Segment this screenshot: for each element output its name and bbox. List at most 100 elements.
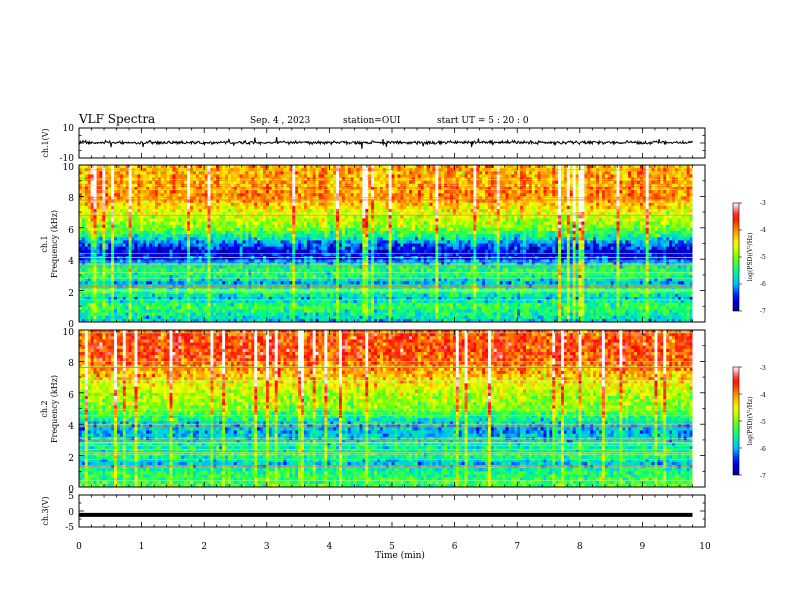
ch1-spectrogram-cell	[303, 249, 308, 254]
ch1-spectrogram-cell	[239, 274, 243, 279]
ch1-spectrogram-cell	[222, 196, 226, 200]
ch1-spectrogram-cell	[295, 246, 299, 251]
ch1-spectrogram-cell	[207, 271, 211, 276]
ch1-spectrogram-cell	[327, 230, 331, 235]
ch1-spectrogram-cell	[233, 186, 238, 191]
ch1-spectrogram-cell	[277, 186, 281, 191]
ch1-spectrogram-cell	[149, 274, 153, 279]
ch1-spectrogram-cell	[152, 227, 156, 232]
ch1-spectrogram-cell	[102, 234, 106, 238]
ch1-spectrogram-cell	[306, 193, 311, 197]
ch1-spectrogram-cell	[96, 193, 100, 197]
ch1-spectrogram-cell	[312, 315, 316, 320]
ch1-spectrogram-cell	[309, 318, 314, 323]
ch1-spectrogram-cell	[207, 224, 211, 229]
ch1-spectrogram-cell	[111, 186, 115, 191]
ch1-spectrogram-cell	[219, 256, 223, 260]
ch1-spectrogram-cell	[213, 300, 217, 304]
ch1-spectrogram-cell	[219, 246, 223, 251]
ch1-spectrogram-cell	[128, 240, 132, 244]
ch1-spectrogram-cell	[166, 186, 170, 191]
ch1-spectrogram-cell	[341, 215, 346, 219]
ch1-spectrogram-cell	[190, 309, 194, 313]
ch1-spectrogram-cell	[108, 180, 112, 185]
ch1-spectrogram-cell	[236, 303, 241, 307]
ch1-spectrogram-cell	[87, 293, 92, 298]
ch1-spectrogram-cell	[347, 271, 352, 276]
ch1-spectrogram-cell	[131, 193, 135, 197]
ch1-spectrogram-cell	[79, 306, 83, 310]
ch1-spectrogram-cell	[298, 278, 302, 282]
ch1-spectrogram-cell	[315, 252, 319, 257]
ch1-spectrogram-cell	[315, 193, 319, 197]
ch1-spectrogram-cell	[251, 306, 255, 310]
ch1-spectrogram-cell	[146, 234, 150, 238]
ch1-spectrogram-cell	[134, 296, 138, 301]
ch1-spectrogram-cell	[210, 246, 214, 251]
ch1-spectrogram-cell	[359, 318, 363, 323]
ch1-spectrogram-cell	[154, 290, 159, 295]
ch1-spectrogram-cell	[321, 278, 325, 282]
ch1-spectrogram-cell	[102, 205, 106, 210]
ch1-spectrogram-cell	[210, 290, 214, 295]
ch1-spectrogram-cell	[184, 243, 188, 247]
ch1-spectrogram-cell	[306, 205, 311, 210]
ch1-spectrogram-cell	[225, 199, 229, 204]
ch1-spectrogram-cell	[245, 293, 249, 298]
ch1-spectrogram-cell	[160, 296, 165, 301]
ch1-spectrogram-cell	[315, 177, 319, 182]
ch1-spectrogram-cell	[190, 246, 194, 251]
ch1-spectrogram-cell	[172, 290, 176, 295]
ch1-spectrogram-cell	[359, 246, 363, 251]
ch1-spectrogram-cell	[166, 246, 170, 251]
ch1-spectrogram-cell	[125, 180, 130, 185]
ch1-spectrogram-cell	[137, 274, 141, 279]
ch1-spectrogram-cell	[134, 174, 138, 178]
ch1-spectrogram-cell	[327, 315, 331, 320]
ch1-spectrogram-cell	[195, 309, 200, 313]
ch1-spectrogram-cell	[301, 227, 305, 232]
ch1-spectrogram-cell	[125, 281, 130, 285]
ch1-spectrogram-cell	[245, 208, 249, 213]
ch1-spectrogram-cell	[204, 186, 208, 191]
ch1-spectrogram-cell	[175, 193, 179, 197]
ch1-spectrogram-cell	[143, 290, 147, 295]
ch1-spectrogram-cell	[192, 293, 197, 298]
ch1-spectrogram-cell	[201, 281, 205, 285]
ch1-spectrogram-cell	[204, 180, 208, 185]
ch1-spectrogram-cell	[339, 174, 343, 178]
ch1-spectrogram-cell	[309, 240, 314, 244]
ch1-spectrogram-cell	[108, 312, 112, 317]
ch1-spectrogram-cell	[263, 246, 267, 251]
ch1-spectrogram-cell	[105, 202, 109, 207]
ch1-spectrogram-cell	[125, 224, 130, 229]
ch1-spectrogram-cell	[309, 274, 314, 279]
ch1-spectrogram-cell	[327, 252, 331, 257]
ch1-spectrogram-cell	[257, 303, 261, 307]
ch1-spectrogram-cell	[122, 315, 127, 320]
ch1-spectrogram-cell	[201, 202, 205, 207]
ch1-spectrogram-cell	[274, 274, 278, 279]
ch1-spectrogram-cell	[84, 293, 89, 298]
ch1-spectrogram-cell	[347, 278, 352, 282]
ch1-spectrogram-cell	[175, 315, 179, 320]
ch1-spectrogram-cell	[90, 199, 94, 204]
ch1-spectrogram-cell	[140, 240, 144, 244]
ch1-spectrogram-cell	[166, 256, 170, 260]
ch1-spectrogram-cell	[105, 183, 109, 188]
ch1-spectrogram-cell	[96, 224, 100, 229]
ch1-spectrogram-cell	[181, 318, 185, 323]
ch1-spectrogram-cell	[233, 300, 238, 304]
ch1-spectrogram-cell	[146, 296, 150, 301]
ch1-spectrogram-cell	[251, 208, 255, 213]
ch1-spectrogram-cell	[99, 205, 103, 210]
ch1-spectrogram-cell	[149, 256, 153, 260]
ch1-spectrogram-cell	[149, 224, 153, 229]
ch1-spectrogram-cell	[356, 306, 360, 310]
ch1-spectrogram-cell	[216, 177, 220, 182]
ch1-spectrogram-cell	[116, 218, 121, 222]
ch1-spectrogram-cell	[292, 218, 296, 222]
ch1-spectrogram-cell	[353, 268, 357, 273]
ch1-spectrogram-cell	[119, 246, 124, 251]
ch1-spectrogram-cell	[201, 190, 205, 194]
